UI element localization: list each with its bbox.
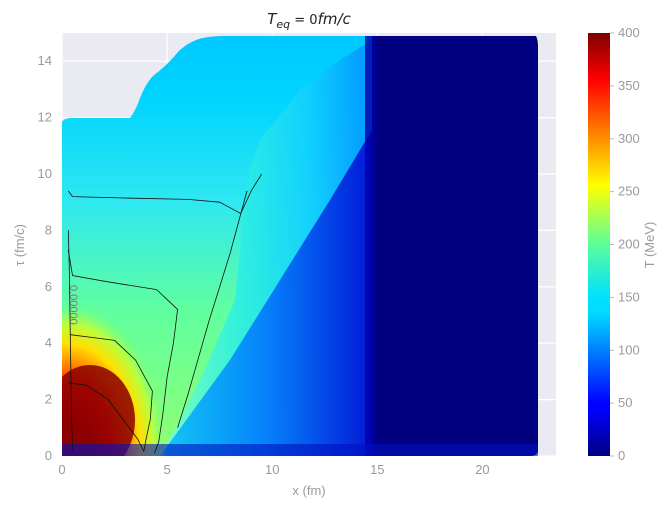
y-tick-label-0: 0 [45,448,52,463]
x-axis-ticks: 0 5 10 15 20 [58,462,489,477]
colorbar-tick-label-1: 50 [618,395,632,410]
x-tick-label-0: 0 [58,462,65,477]
y-tick-label-1: 2 [45,392,52,407]
colorbar-tick-label-7: 350 [618,78,640,93]
x-tick-label-3: 15 [370,462,384,477]
x-tick-label-1: 5 [163,462,170,477]
temperature-field [62,36,538,456]
contour-lines [67,173,263,454]
y-axis-ticks: 0 2 4 6 8 10 12 14 [38,53,52,463]
y-tick-label-7: 14 [38,53,52,68]
colorbar-tick-label-0: 0 [618,448,625,463]
field-blue-edge [160,130,372,456]
title-subscript: eq [276,18,290,31]
contour-line-0 [67,173,263,215]
colorbar-tick-label-5: 250 [618,184,640,199]
contour-line-4 [67,230,73,451]
y-axis-label: τ (fm/c) [12,224,27,266]
colorbar-tick-label-3: 150 [618,289,640,304]
colorbar-tick-label-2: 100 [618,342,640,357]
title-unit: fm/c [318,10,352,28]
field-cold-transition [365,36,375,456]
field-bottom-floor [62,444,538,456]
contour-line-3 [68,382,145,452]
y-tick-label-4: 8 [45,222,52,237]
x-axis-label: x (fm) [292,483,325,498]
colorbar-tick-label-8: 400 [618,25,640,40]
contour-line-1 [67,250,179,454]
y-tick-label-5: 10 [38,166,52,181]
contour-line-2 [70,334,153,451]
title-equals: = [290,13,309,28]
title-symbol: T [267,10,278,28]
contour-line-5 [177,190,248,428]
contour-level-label: 0.00000 [67,285,79,325]
x-tick-label-2: 10 [265,462,279,477]
colorbar-label: T (MeV) [642,222,657,269]
chart-title: Teq = 0fm/c [267,10,351,31]
colorbar [588,33,610,456]
colorbar-ticks: 0 50 100 150 200 250 300 350 400 [610,25,640,463]
title-value: 0 [309,13,317,28]
y-tick-label-6: 12 [38,110,52,125]
field-cold-region [372,36,538,456]
colorbar-tick-label-6: 300 [618,131,640,146]
y-tick-label-2: 4 [45,335,52,350]
field-hot-center [62,365,135,456]
colorbar-tick-label-4: 200 [618,237,640,252]
y-tick-label-3: 6 [45,279,52,294]
x-tick-label-4: 20 [475,462,489,477]
